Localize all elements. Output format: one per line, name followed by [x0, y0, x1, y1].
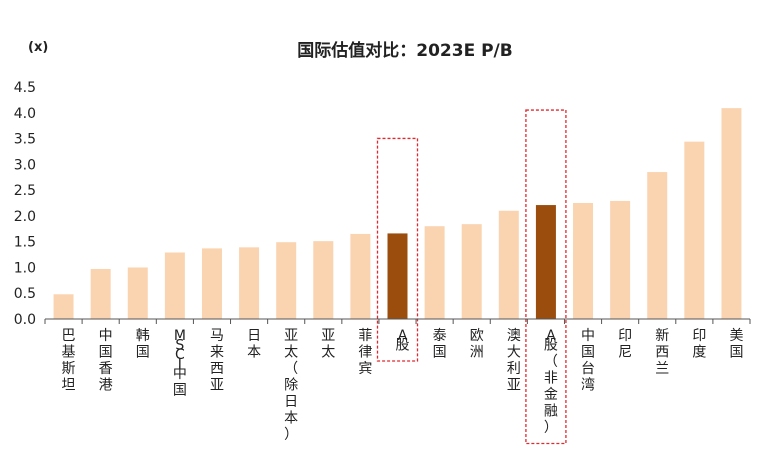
bar-15 [573, 203, 594, 319]
category-label: 中国香港 [99, 328, 113, 394]
bar-11 [424, 226, 445, 319]
category-label: 亚太（除日本） [284, 328, 298, 443]
y-axis: 0.0 0.5 1.0 1.5 2.0 2.5 3.0 3.5 4.0 4.5 [14, 80, 36, 328]
y-tick-label: 3.0 [14, 157, 36, 173]
y-tick-label: 0.0 [14, 312, 36, 328]
category-label: 印度 [692, 328, 706, 361]
bar-6 [239, 247, 260, 319]
bar-5 [201, 248, 222, 319]
category-label: 日本 [247, 328, 261, 361]
category-label: 美国 [729, 328, 743, 361]
bar-14 [535, 205, 556, 319]
category-label: 新西兰 [655, 328, 669, 377]
bars [53, 108, 742, 319]
category-label: 韩国 [136, 328, 150, 361]
bar-4 [164, 252, 185, 319]
y-tick-label: 0.5 [14, 286, 36, 302]
bar-10 [387, 233, 408, 319]
category-label: 亚太 [321, 328, 335, 361]
bar-9 [350, 233, 371, 319]
y-unit-label: (x) [28, 40, 48, 55]
bar-18 [684, 141, 705, 319]
bar-3 [127, 267, 148, 319]
category-label: 菲律宾 [358, 328, 372, 377]
category-label: 中国台湾 [581, 328, 595, 394]
bar-19 [721, 108, 742, 319]
category-labels: 巴基斯坦 中国香港 韩国 M S C I 中国 马来西亚 日本 亚太（除日本） 亚太 菲律宾 A 股泰国欧洲… [62, 328, 744, 443]
y-tick-label: 2.5 [14, 183, 36, 199]
bar-16 [610, 200, 631, 319]
bar-17 [647, 172, 668, 319]
category-label: A 股（非金融） [544, 328, 558, 436]
y-tick-label: 1.5 [14, 235, 36, 251]
y-tick-label: 4.5 [14, 80, 36, 96]
bar-13 [498, 210, 519, 319]
highlight-box [376, 137, 419, 362]
bar-12 [461, 224, 482, 319]
category-label: 泰国 [433, 328, 447, 361]
y-tick-label: 4.0 [14, 106, 36, 122]
category-label: 印尼 [618, 328, 632, 361]
highlight-box [525, 109, 567, 445]
bar-2 [90, 268, 111, 319]
y-tick-label: 3.5 [14, 132, 36, 148]
highlight-boxes [376, 109, 567, 445]
category-label: 澳大利亚 [507, 328, 521, 394]
x-axis [44, 318, 751, 324]
category-label: M S C I 中国 [173, 328, 187, 399]
category-label: 马来西亚 [210, 328, 224, 394]
bar-7 [276, 242, 297, 319]
bar-1 [53, 294, 74, 319]
category-label: 巴基斯坦 [62, 328, 76, 394]
chart-title: 国际估值对比：2023E P/B [297, 40, 512, 61]
category-label: 欧洲 [470, 328, 484, 361]
y-tick-label: 1.0 [14, 260, 36, 276]
y-tick-label: 2.0 [14, 209, 36, 225]
bar-8 [313, 241, 334, 319]
